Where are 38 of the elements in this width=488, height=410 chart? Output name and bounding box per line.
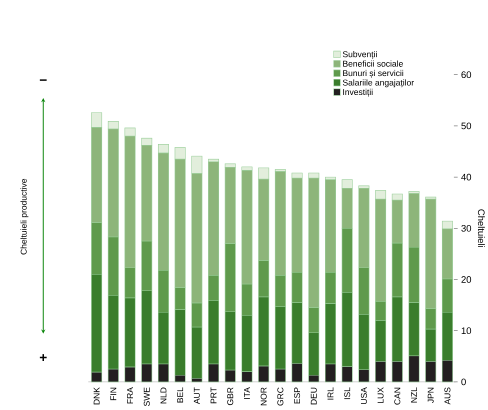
y-tick-label: 30 <box>461 225 472 232</box>
x-tick-label: NZL <box>411 388 417 403</box>
y-tick-label: 20 <box>461 276 472 284</box>
x-tick-label: DNK <box>94 387 100 405</box>
legend-label: Salariile angajaților <box>342 80 414 88</box>
legend-label: Subvenții <box>342 51 377 60</box>
y-tick-label: 50 <box>461 122 472 130</box>
x-tick-label: SWE <box>144 388 150 406</box>
x-tick-label: NLD <box>160 388 166 404</box>
x-tick-label: ISL <box>344 388 350 400</box>
text: − <box>40 80 47 82</box>
legend-label: Investiții <box>343 89 373 97</box>
y-tick-label: 40 <box>461 174 472 181</box>
x-tick-label: AUT <box>194 388 200 404</box>
x-tick-label: AUS <box>444 388 450 405</box>
x-tick-label: GBR <box>227 388 234 406</box>
x-tick-label: FRA <box>127 387 133 404</box>
legend-label: Beneficii sociale <box>343 60 403 67</box>
x-tick-label: BEL <box>177 388 184 403</box>
x-tick-label: ESP <box>294 388 300 404</box>
x-tick-label: PRT <box>210 388 216 404</box>
y-tick-label: 0 <box>461 378 466 386</box>
x-tick-label: JPN <box>428 388 434 404</box>
text: Cheltuieli productive <box>20 179 28 255</box>
x-tick-label: CAN <box>394 388 400 405</box>
x-tick-label: USA <box>360 387 367 404</box>
y-tick-label: 60 <box>461 72 472 78</box>
x-tick-label: ITA <box>244 387 250 400</box>
y-tick-label: 10 <box>462 328 472 334</box>
y-axis-title: Cheltuieli <box>478 210 485 248</box>
x-tick-label: GRC <box>277 388 284 406</box>
text: + <box>40 354 47 362</box>
x-tick-label: LUX <box>378 388 384 404</box>
legend-label: Bunuri și servicii <box>343 70 404 78</box>
x-tick-label: NOR <box>260 388 267 406</box>
x-tick-label: IRL <box>328 388 334 400</box>
x-tick-label: FIN <box>110 388 116 400</box>
x-tick-label: DEU <box>310 388 317 405</box>
